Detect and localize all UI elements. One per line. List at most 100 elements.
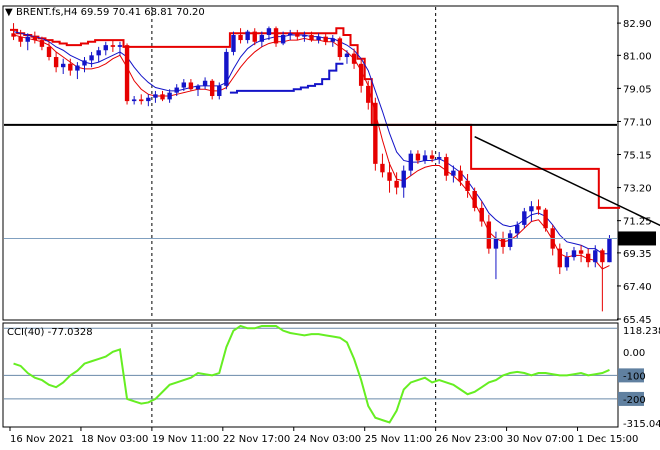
candle-body xyxy=(479,207,484,222)
candle-body xyxy=(458,170,463,181)
current-price-label: 70.20 xyxy=(623,234,652,245)
price-tick-label: 67.40 xyxy=(623,282,652,293)
candle xyxy=(358,58,364,93)
candle-body xyxy=(366,85,371,103)
candle-body xyxy=(146,97,151,102)
candle xyxy=(18,29,23,47)
chart-overlays xyxy=(4,123,660,239)
candle-body xyxy=(401,170,406,188)
candle xyxy=(174,84,179,97)
cci-tick-label: -200 xyxy=(623,395,646,406)
cci-axis: 118.2387 0.00 -100 -200 -315.0455 xyxy=(618,326,660,430)
candle-body xyxy=(507,233,513,247)
candle-body xyxy=(451,170,456,176)
candle xyxy=(68,58,73,76)
candle-body xyxy=(557,248,562,268)
candle xyxy=(96,46,101,63)
candle-body xyxy=(188,82,194,90)
candlesticks xyxy=(11,23,612,312)
candle xyxy=(593,245,598,268)
candle xyxy=(231,31,236,56)
trendline xyxy=(474,136,660,227)
candle xyxy=(373,97,378,171)
lower-band-line xyxy=(229,62,344,94)
candle-body xyxy=(273,28,279,44)
candle-body xyxy=(358,63,364,86)
chart-header-arrow: ▼ xyxy=(5,7,13,18)
candle xyxy=(238,28,243,44)
candle xyxy=(557,243,562,275)
candle-body xyxy=(167,92,172,100)
candle-body xyxy=(153,94,158,98)
candle xyxy=(479,201,484,227)
candle-body xyxy=(536,206,541,210)
main-plot-frame xyxy=(2,5,619,321)
candle-body xyxy=(323,36,328,42)
candle xyxy=(316,33,321,44)
candle xyxy=(139,94,144,105)
candle-body xyxy=(53,57,59,68)
candle-body xyxy=(600,250,605,263)
cci-tick-label: -100 xyxy=(623,371,646,382)
candle xyxy=(288,29,293,41)
candle xyxy=(295,29,300,41)
price-tick-label: 81.00 xyxy=(623,51,652,62)
candle xyxy=(337,36,343,61)
candle-body xyxy=(18,36,23,42)
candle xyxy=(266,26,272,41)
candle-body xyxy=(110,45,116,47)
candle xyxy=(46,41,52,61)
candle xyxy=(323,33,328,46)
candle xyxy=(607,235,612,263)
time-tick-label: 1 Dec 15:00 xyxy=(578,434,639,445)
candle-body xyxy=(280,34,286,44)
candle-body xyxy=(351,53,357,64)
candle xyxy=(408,150,414,176)
time-axis: 16 Nov 2021 18 Nov 03:00 19 Nov 11:00 22 No… xyxy=(9,427,639,445)
candle-body xyxy=(522,211,527,225)
candle-body xyxy=(493,238,499,249)
candle-body xyxy=(408,153,414,171)
candle xyxy=(415,150,421,164)
candle xyxy=(280,31,286,46)
candle xyxy=(39,36,45,51)
candle xyxy=(110,40,116,52)
candle xyxy=(472,187,477,212)
candle-body xyxy=(500,238,506,247)
candle-body xyxy=(585,253,591,263)
candle xyxy=(401,165,406,198)
time-tick-label: 25 Nov 11:00 xyxy=(365,434,432,445)
candle xyxy=(252,28,257,46)
candle xyxy=(444,153,449,181)
candle-body xyxy=(465,180,470,191)
candle xyxy=(117,41,123,56)
time-tick-label: 26 Nov 23:00 xyxy=(436,434,503,445)
chart-header-label: BRENT.fs,H4 69.59 70.41 68.81 70.20 xyxy=(16,7,205,18)
candle xyxy=(209,79,215,100)
candle xyxy=(451,165,456,183)
candle-body xyxy=(195,85,201,90)
candle-body xyxy=(571,250,577,258)
candle xyxy=(53,51,59,73)
candle xyxy=(522,207,527,229)
candle-body xyxy=(394,180,399,188)
candle-body xyxy=(472,190,477,208)
candle xyxy=(131,96,137,105)
candle-body xyxy=(387,172,392,181)
cci-line xyxy=(13,324,610,424)
price-tick-label: 71.25 xyxy=(623,217,652,228)
main-grid xyxy=(151,7,437,319)
time-tick-label: 16 Nov 2021 xyxy=(10,434,74,445)
candle xyxy=(436,151,442,164)
candle xyxy=(32,31,38,44)
candle-body xyxy=(316,36,321,41)
candle xyxy=(245,29,250,44)
candle-body xyxy=(46,46,52,58)
candle-body xyxy=(117,45,123,47)
candle-body xyxy=(543,209,548,229)
candle xyxy=(330,34,335,47)
candle-body xyxy=(209,80,215,97)
cci-grid xyxy=(4,324,617,426)
candle-body xyxy=(444,157,449,176)
